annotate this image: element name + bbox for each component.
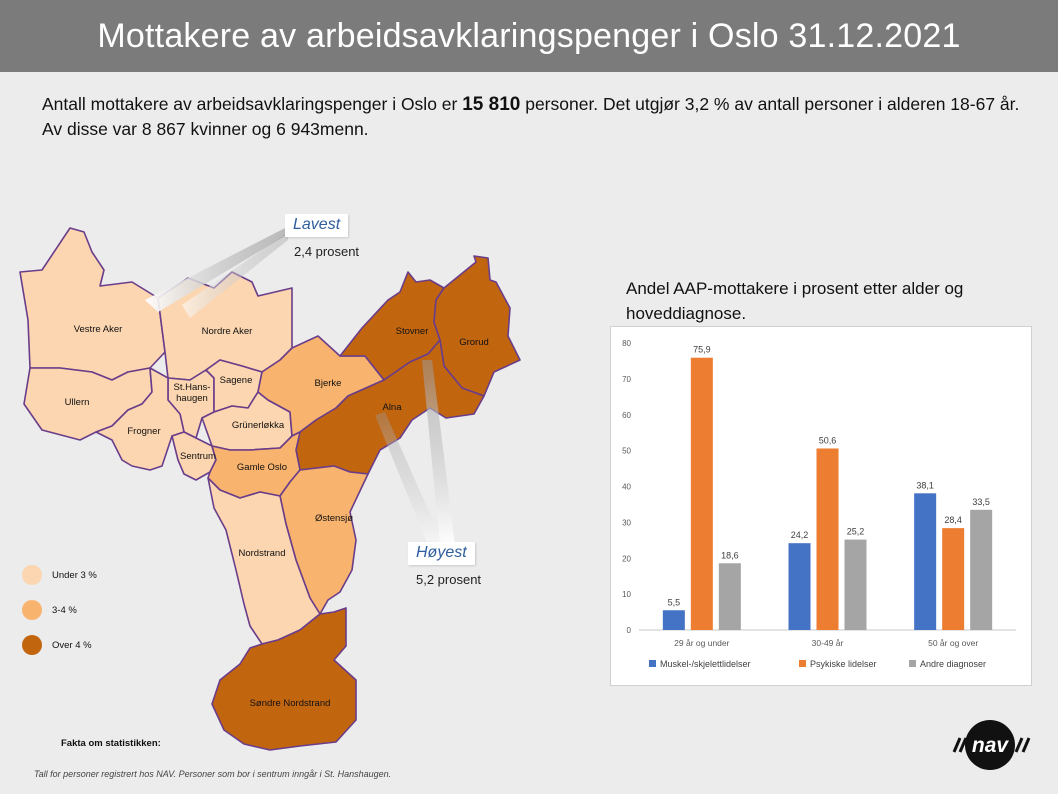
district-alna — [295, 339, 485, 475]
bar-chart-panel: 0 10 20 30 40 50 60 70 80 5,5 75,9 18,6 29 år og und… — [610, 326, 1032, 686]
legend-over4-label: Over 4 % — [52, 639, 92, 651]
intro-part1: Antall mottakere av arbeidsavklaringspen… — [42, 94, 463, 114]
district-label-grünerløkka: Grünerløkka — [232, 420, 285, 431]
chart-title: Andel AAP-mottakere i prosent etter alde… — [626, 279, 964, 323]
highest-callout-value: 5,2 prosent — [416, 572, 482, 587]
bar — [718, 563, 741, 630]
bar — [914, 493, 937, 630]
legend-3to4: 3-4 % — [22, 600, 77, 620]
bar — [690, 357, 713, 630]
intro-text: Antall mottakere av arbeidsavklaringspen… — [42, 92, 1032, 142]
y-tick-label: 40 — [622, 483, 631, 492]
bar — [942, 528, 965, 630]
bar — [816, 448, 839, 630]
footnote: Tall for personer registrert hos NAV. Pe… — [34, 769, 392, 779]
district-label-østensjø: Østensjø — [315, 513, 353, 524]
legend-under3: Under 3 % — [22, 565, 97, 585]
lowest-callout-title: Lavest — [285, 214, 349, 237]
highest-callout-beam — [422, 360, 455, 545]
legend-label: Muskel-/skjelettlidelser — [660, 659, 751, 669]
highest-callout-title: Høyest — [408, 542, 475, 565]
y-tick-label: 50 — [622, 447, 631, 456]
page-title: Mottakere av arbeidsavklaringspenger i O… — [97, 16, 961, 55]
facts-title: Fakta om statistikken: — [61, 738, 161, 749]
lowest-callout-beam-2 — [182, 232, 288, 318]
intro-total: 15 810 — [462, 94, 521, 115]
lowest-callout-beam — [145, 228, 285, 312]
legend-under3-label: Under 3 % — [52, 569, 97, 581]
lowest-callout-value: 2,4 prosent — [294, 244, 360, 259]
nav-logo-slash-right-2 — [1021, 737, 1031, 753]
oslo-district-map: Vestre Aker Nordre Aker Ullern St.Hans-haug… — [19, 227, 521, 751]
highest-callout-beam-2 — [375, 412, 445, 550]
legend-under3-swatch — [22, 565, 42, 585]
data-label: 38,1 — [916, 480, 934, 490]
district-label-vestre-aker: Vestre Aker — [74, 324, 123, 335]
nav-logo-slash-left-2 — [958, 737, 968, 753]
title-banner: Mottakere av arbeidsavklaringspenger i O… — [0, 0, 1058, 72]
legend-swatch — [649, 660, 656, 667]
district-label-sagene: Sagene — [220, 375, 253, 386]
district-label-grorud: Grorud — [459, 337, 489, 348]
intro-part2: personer. Det utgjør 3,2 % av antall per… — [42, 94, 1020, 139]
data-label: 75,9 — [693, 345, 711, 355]
legend-over4: Over 4 % — [22, 635, 92, 655]
nav-logo-circle — [965, 720, 1015, 770]
bar — [844, 539, 867, 630]
x-tick-label: 50 år og over — [928, 638, 978, 648]
data-label: 25,2 — [847, 527, 865, 537]
data-label: 24,2 — [791, 530, 809, 540]
district-label-frogner: Frogner — [127, 426, 160, 437]
district-label-gamle-oslo: Gamle Oslo — [237, 462, 287, 473]
district-label-st-hans-haugen: St.Hans-haugen — [174, 382, 211, 404]
data-label: 33,5 — [972, 497, 990, 507]
data-label: 28,4 — [944, 515, 962, 525]
y-tick-label: 0 — [627, 626, 632, 635]
bar — [662, 610, 685, 630]
legend-swatch — [909, 660, 916, 667]
data-label: 18,6 — [721, 550, 739, 560]
nav-logo: nav — [952, 720, 1031, 770]
district-vestre-aker — [19, 227, 166, 381]
district-label-nordstrand: Nordstrand — [239, 548, 286, 559]
legend-over4-swatch — [22, 635, 42, 655]
bar-chart: 0 10 20 30 40 50 60 70 80 5,5 75,9 18,6 29 år og und… — [622, 339, 1016, 669]
x-tick-label: 29 år og under — [674, 638, 729, 648]
district-label-bjerke: Bjerke — [315, 378, 342, 389]
y-tick-label: 80 — [622, 339, 631, 348]
data-label: 5,5 — [668, 597, 681, 607]
y-tick-label: 70 — [622, 375, 631, 384]
district-label-alna: Alna — [382, 402, 402, 413]
y-tick-label: 60 — [622, 411, 631, 420]
nav-logo-slash-right-1 — [1014, 737, 1024, 753]
data-label: 50,6 — [819, 435, 837, 445]
nav-logo-text: nav — [972, 734, 1010, 757]
y-tick-label: 30 — [622, 518, 631, 527]
bar — [788, 543, 811, 630]
district-label-søndre-nordstrand: Søndre Nordstrand — [250, 698, 331, 709]
legend-swatch — [799, 660, 806, 667]
district-label-sentrum: Sentrum — [180, 451, 216, 462]
district-frogner — [95, 367, 185, 471]
y-tick-label: 10 — [622, 590, 631, 599]
district-label-stovner: Stovner — [396, 326, 429, 337]
legend-3to4-label: 3-4 % — [52, 604, 77, 616]
x-tick-label: 30-49 år — [812, 638, 844, 648]
district-label-nordre-aker: Nordre Aker — [202, 326, 253, 337]
district-grorud — [433, 255, 521, 397]
legend-label: Andre diagnoser — [920, 659, 986, 669]
nav-logo-slash-left-1 — [952, 737, 962, 753]
district-søndre-nordstrand — [211, 607, 357, 751]
legend-3to4-swatch — [22, 600, 42, 620]
bar — [970, 509, 993, 630]
district-label-ullern: Ullern — [65, 397, 90, 408]
y-tick-label: 20 — [622, 554, 631, 563]
legend-label: Psykiske lidelser — [810, 659, 877, 669]
